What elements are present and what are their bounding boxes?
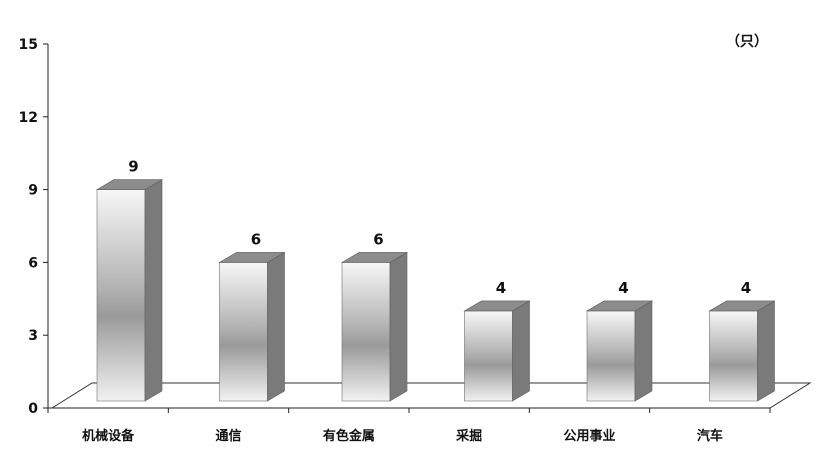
x-tick-label: 机械设备	[82, 428, 135, 444]
bar-front	[96, 189, 146, 402]
bar-front	[709, 310, 758, 402]
y-tick-label: 6	[28, 255, 38, 271]
bar-series	[95, 179, 776, 402]
data-label: 4	[741, 279, 751, 297]
bar	[463, 300, 531, 402]
bar-top	[585, 300, 654, 312]
y-tick-label: 15	[19, 37, 38, 53]
bar	[708, 300, 776, 402]
y-tick-label: 3	[28, 328, 38, 344]
data-label: 4	[618, 279, 628, 297]
bar-top	[708, 300, 776, 312]
y-tick-label: 0	[28, 401, 38, 417]
x-tick-label: 有色金属	[323, 428, 375, 444]
data-label: 9	[128, 158, 138, 176]
bar-front	[586, 310, 636, 402]
bar-side	[144, 179, 163, 402]
bar-side	[512, 300, 530, 402]
bar-top	[95, 179, 164, 190]
chart-floor	[50, 382, 812, 409]
bar-side	[634, 300, 653, 402]
chart-labels: 0 3 6 9 12 15 9 机械设备 6 通信 6 有色金属 4 采掘 4 公用事业 4 汽车	[19, 37, 752, 444]
y-tick-label: 12	[19, 110, 38, 126]
chart-axes	[43, 43, 771, 413]
data-label: 4	[496, 279, 506, 297]
x-tick-label: 公用事业	[563, 428, 615, 444]
chart-floor-plane	[50, 382, 812, 409]
bar-front	[341, 262, 391, 402]
bar-top	[218, 252, 286, 263]
bar-front	[464, 310, 513, 402]
bar	[340, 251, 409, 402]
y-tick-label: 9	[28, 183, 38, 199]
data-label: 6	[373, 230, 383, 248]
bar-top	[463, 300, 531, 312]
x-tick-label: 采掘	[455, 428, 482, 444]
bar-top	[340, 252, 409, 263]
data-label: 6	[251, 230, 261, 248]
unit-label: （只）	[726, 34, 768, 50]
x-tick-label: 通信	[215, 428, 241, 444]
bar-side	[389, 251, 408, 402]
x-tick-label: 汽车	[697, 428, 723, 444]
bar-side	[757, 300, 775, 402]
bar	[95, 179, 164, 402]
bar-front	[219, 262, 268, 402]
bar	[585, 300, 654, 402]
bar	[218, 251, 286, 402]
bar-side	[267, 251, 285, 402]
